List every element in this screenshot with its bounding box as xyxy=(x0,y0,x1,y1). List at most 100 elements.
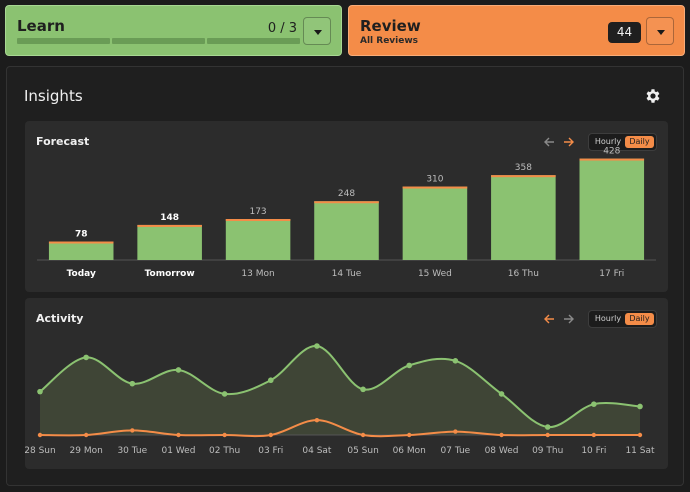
learn-card[interactable]: Learn 0 / 3 xyxy=(5,5,342,56)
activity-point[interactable] xyxy=(221,391,228,397)
learn-dropdown-button[interactable] xyxy=(303,17,331,45)
forecast-bar-cap xyxy=(225,219,291,222)
forecast-bar[interactable] xyxy=(579,158,645,260)
forecast-tick-label: 14 Tue xyxy=(332,269,362,279)
activity-point[interactable] xyxy=(360,386,366,393)
activity-point[interactable] xyxy=(130,428,135,433)
activity-point[interactable] xyxy=(267,377,274,384)
forecast-tick-label: 13 Mon xyxy=(241,269,274,279)
activity-point[interactable] xyxy=(499,432,504,438)
forecast-bar-cap xyxy=(137,224,202,227)
insights-title: Insights xyxy=(24,87,83,105)
activity-tick-label: 06 Mon xyxy=(393,446,426,456)
activity-tick-label: 29 Mon xyxy=(70,446,103,456)
forecast-value-label: 358 xyxy=(515,163,532,173)
arrow-right-icon[interactable] xyxy=(563,313,575,325)
review-dropdown-button[interactable] xyxy=(646,17,674,45)
forecast-value-label: 173 xyxy=(249,207,266,217)
activity-tick-label: 07 Tue xyxy=(441,446,471,456)
forecast-bar[interactable] xyxy=(402,186,468,260)
activity-area-fill xyxy=(40,345,640,435)
forecast-value-label: 148 xyxy=(160,213,179,223)
activity-point[interactable] xyxy=(360,432,366,438)
review-title: Review xyxy=(360,17,421,35)
activity-tick-label: 02 Thu xyxy=(209,446,240,456)
learn-count: 0 / 3 xyxy=(267,21,297,36)
arrow-left-icon[interactable] xyxy=(543,136,555,148)
activity-point[interactable] xyxy=(452,358,459,364)
forecast-bar[interactable] xyxy=(48,241,114,260)
activity-daily-option[interactable]: Daily xyxy=(625,313,654,325)
forecast-daily-option[interactable]: Daily xyxy=(625,136,654,148)
activity-tick-label: 30 Tue xyxy=(117,446,147,456)
activity-interval-toggle: Hourly Daily xyxy=(588,310,657,328)
forecast-value-label: 78 xyxy=(75,230,88,240)
activity-point[interactable] xyxy=(591,432,597,438)
learn-progress-segment xyxy=(207,38,300,44)
activity-point[interactable] xyxy=(314,343,320,349)
activity-tick-label: 01 Wed xyxy=(161,446,195,456)
activity-hourly-option[interactable]: Hourly xyxy=(594,314,622,323)
activity-point[interactable] xyxy=(314,417,320,423)
activity-point[interactable] xyxy=(129,380,136,387)
activity-point[interactable] xyxy=(545,432,550,438)
activity-tick-label: 11 Sat xyxy=(625,446,655,456)
activity-tick-label: 28 Sun xyxy=(25,446,56,456)
activity-point[interactable] xyxy=(37,432,43,438)
activity-point[interactable] xyxy=(453,429,458,434)
forecast-bar-cap xyxy=(579,158,645,161)
activity-point[interactable] xyxy=(406,362,413,369)
review-subtitle: All Reviews xyxy=(360,36,419,46)
forecast-value-label: 428 xyxy=(603,147,620,157)
forecast-tick-label: 15 Wed xyxy=(418,269,452,279)
activity-point[interactable] xyxy=(498,391,505,397)
forecast-bar-cap xyxy=(314,201,379,204)
forecast-value-label: 248 xyxy=(338,189,355,199)
activity-tick-label: 09 Thu xyxy=(532,446,563,456)
forecast-bar[interactable] xyxy=(314,201,379,260)
activity-point[interactable] xyxy=(83,354,89,361)
activity-point[interactable] xyxy=(222,432,227,438)
forecast-panel: Forecast Hourly Daily 78 Today 148 Tomorrow… xyxy=(25,121,668,292)
forecast-bar[interactable] xyxy=(225,219,291,260)
forecast-hourly-option[interactable]: Hourly xyxy=(594,137,622,146)
activity-point[interactable] xyxy=(591,401,597,407)
activity-panel: Activity Hourly Daily 28 Sun 29 Mon 30 Tue… xyxy=(25,298,668,469)
activity-point[interactable] xyxy=(544,424,551,430)
activity-point[interactable] xyxy=(407,432,412,438)
forecast-title: Forecast xyxy=(36,135,90,148)
forecast-bar-cap xyxy=(402,186,468,189)
learn-title: Learn xyxy=(17,17,65,35)
review-card[interactable]: Review All Reviews 44 xyxy=(348,5,685,56)
activity-point[interactable] xyxy=(37,388,43,395)
forecast-interval-toggle: Hourly Daily xyxy=(588,133,657,151)
activity-series-line xyxy=(39,344,641,429)
arrow-left-icon[interactable] xyxy=(543,313,555,325)
forecast-chart: 78 Today 148 Tomorrow 173 13 Mon 248 14 Tue 310 1… xyxy=(37,147,656,279)
forecast-bar[interactable] xyxy=(491,175,556,260)
forecast-tick-label: 17 Fri xyxy=(599,269,624,279)
activity-title: Activity xyxy=(36,312,84,325)
activity-point[interactable] xyxy=(175,367,182,373)
arrow-right-icon[interactable] xyxy=(563,136,575,148)
activity-tick-label: 03 Fri xyxy=(258,446,283,456)
review-count-badge: 44 xyxy=(608,22,641,43)
forecast-tick-label: Tomorrow xyxy=(145,269,195,279)
activity-tick-label: 05 Sun xyxy=(347,446,378,456)
activity-point[interactable] xyxy=(176,432,181,438)
activity-point[interactable] xyxy=(637,403,643,410)
activity-tick-label: 10 Fri xyxy=(581,446,606,456)
activity-point[interactable] xyxy=(83,432,89,438)
learn-progress-segment xyxy=(17,38,110,44)
forecast-bar[interactable] xyxy=(137,224,202,260)
forecast-value-label: 310 xyxy=(426,175,443,185)
forecast-tick-label: 16 Thu xyxy=(508,269,539,279)
forecast-bar-cap xyxy=(491,175,556,178)
activity-point[interactable] xyxy=(268,432,273,438)
forecast-tick-label: Today xyxy=(67,269,96,279)
learn-progress-segment xyxy=(112,38,205,44)
activity-tick-label: 08 Wed xyxy=(485,446,519,456)
gear-icon[interactable] xyxy=(644,87,662,105)
insights-section: Insights Forecast Hourly Daily 78 Today 14… xyxy=(6,66,684,486)
activity-point[interactable] xyxy=(637,432,643,438)
